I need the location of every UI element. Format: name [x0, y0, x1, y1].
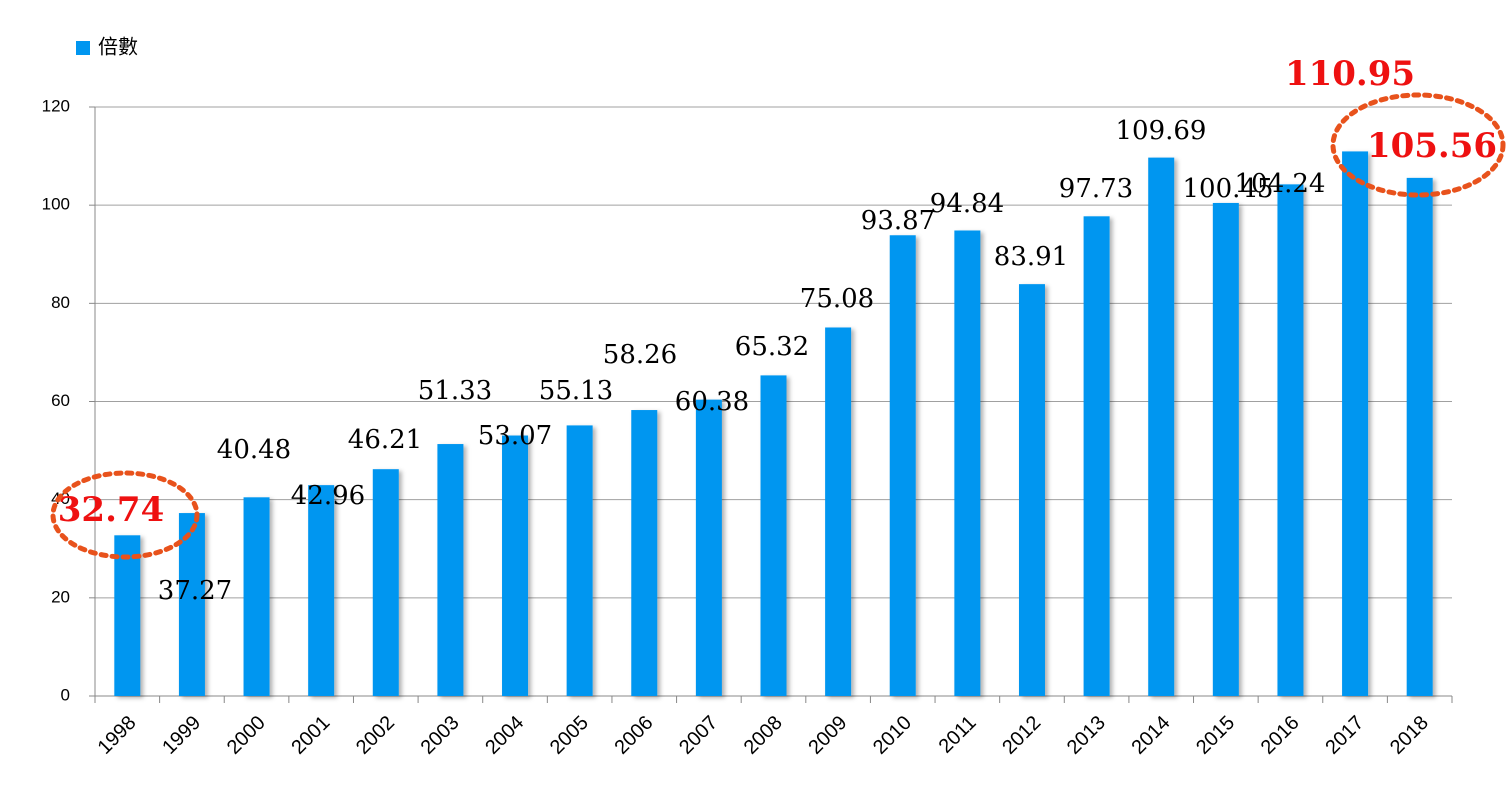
- x-tick-label: 2010: [869, 712, 916, 759]
- x-tick-label: 2013: [1063, 712, 1110, 759]
- bar: [178, 513, 205, 696]
- data-label: 83.91: [994, 242, 1068, 272]
- y-tick-label: 120: [42, 96, 70, 115]
- bar: [825, 327, 852, 696]
- data-label: 110.95: [1285, 54, 1415, 94]
- data-label: 94.84: [930, 189, 1004, 219]
- data-label: 104.24: [1235, 169, 1326, 199]
- x-tick-label: 1998: [94, 712, 141, 759]
- x-tick-label: 2008: [740, 712, 787, 759]
- highlight-circle: [1330, 92, 1506, 198]
- x-tick-label: 2012: [998, 712, 1045, 759]
- x-tick-label: 2014: [1127, 712, 1174, 759]
- bar: [437, 444, 464, 696]
- bar: [1342, 151, 1369, 696]
- bar: [114, 535, 141, 696]
- bar: [502, 435, 529, 696]
- legend-label: 倍數: [98, 35, 138, 59]
- bar: [566, 425, 593, 696]
- bar: [1277, 184, 1304, 696]
- data-label: 55.13: [539, 376, 613, 406]
- bar: [1148, 157, 1175, 696]
- data-label: 53.07: [478, 421, 552, 451]
- bar: [1018, 284, 1045, 696]
- x-tick-label: 2000: [223, 712, 270, 759]
- x-tick-label: 2001: [287, 712, 334, 759]
- x-tick-label: 2009: [804, 712, 851, 759]
- data-label: 40.48: [217, 435, 291, 465]
- data-label: 51.33: [418, 376, 492, 406]
- bar: [1406, 177, 1433, 696]
- x-tick-label: 2017: [1321, 712, 1368, 759]
- data-label: 60.38: [675, 387, 749, 417]
- data-label: 42.96: [291, 481, 365, 511]
- bar: [760, 375, 787, 696]
- y-tick-label: 20: [51, 587, 70, 606]
- data-label: 32.74: [58, 490, 164, 530]
- x-tick-label: 2018: [1386, 712, 1433, 759]
- x-tick-label: 2003: [417, 712, 464, 759]
- x-tick-label: 1999: [158, 712, 205, 759]
- y-tick-label: 100: [42, 195, 70, 214]
- bar: [889, 235, 916, 696]
- data-label: 75.08: [800, 284, 874, 314]
- data-label: 105.56: [1367, 126, 1497, 166]
- bar: [1083, 216, 1110, 696]
- bar: [1212, 202, 1239, 696]
- x-tick-label: 2005: [546, 712, 593, 759]
- y-tick-label: 0: [61, 685, 70, 704]
- y-tick-label: 80: [51, 293, 70, 312]
- data-label: 46.21: [348, 425, 422, 455]
- x-tick-label: 2002: [352, 712, 399, 759]
- legend-swatch: [76, 41, 90, 55]
- data-label: 109.69: [1116, 116, 1207, 146]
- bar: [308, 485, 335, 696]
- x-tick-label: 2011: [935, 712, 981, 758]
- x-tick-label: 2016: [1257, 712, 1304, 759]
- data-label: 97.73: [1059, 174, 1133, 204]
- data-label: 65.32: [735, 332, 809, 362]
- data-label: 93.87: [861, 206, 935, 236]
- data-label: 58.26: [603, 340, 677, 370]
- bar: [631, 410, 658, 696]
- bar: [243, 497, 270, 696]
- data-label: 100.45: [1183, 174, 1274, 204]
- bar: [954, 230, 981, 697]
- x-tick-label: 2004: [481, 712, 528, 759]
- x-tick-label: 2007: [675, 712, 722, 759]
- data-label: 37.27: [158, 576, 232, 606]
- bar: [695, 399, 722, 696]
- y-tick-label: 60: [51, 391, 70, 410]
- bar: [372, 469, 399, 696]
- highlight-circle: [50, 470, 200, 560]
- x-tick-label: 2015: [1192, 712, 1239, 759]
- x-tick-label: 2006: [611, 712, 658, 759]
